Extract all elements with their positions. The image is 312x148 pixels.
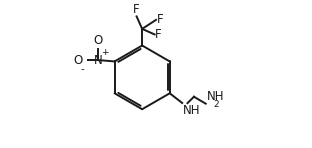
- Text: F: F: [155, 28, 162, 41]
- Text: N: N: [94, 54, 102, 67]
- Text: +: +: [101, 48, 109, 57]
- Text: F: F: [133, 3, 140, 16]
- Text: O: O: [73, 54, 83, 67]
- Text: NH: NH: [183, 104, 200, 117]
- Text: F: F: [157, 13, 163, 26]
- Text: 2: 2: [214, 100, 219, 109]
- Text: NH: NH: [207, 90, 224, 103]
- Text: -: -: [81, 64, 85, 74]
- Text: O: O: [93, 34, 103, 47]
